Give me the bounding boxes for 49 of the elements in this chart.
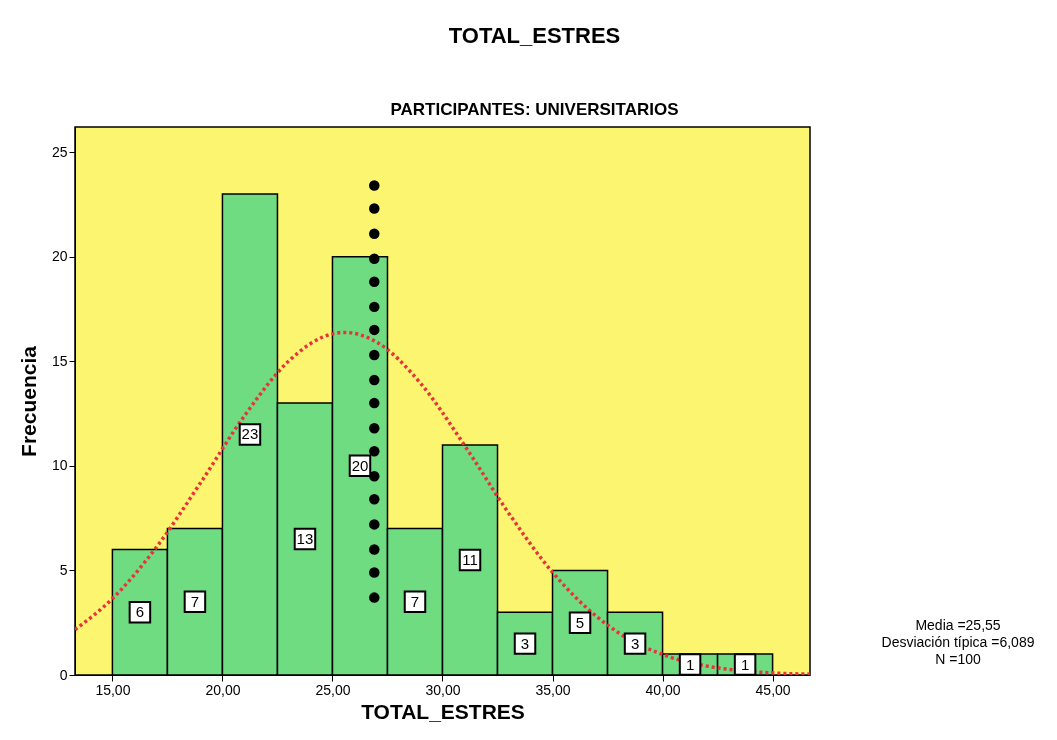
data-label: 11 [462,550,478,568]
y-tick-label: 20 [51,248,68,265]
x-tick-label: 30,00 [425,681,461,698]
y-tick-label: 10 [51,457,68,474]
point [369,324,380,336]
point [369,349,380,361]
point [369,494,380,505]
data-label: 1 [740,655,750,673]
chart-subtitle: PARTICIPANTES: UNIVERSITARIOS [390,100,679,119]
point [369,519,380,530]
data-label: 7 [190,592,200,610]
data-label: 13 [296,530,314,548]
point [369,397,380,409]
chart-title: TOTAL_ESTRES [448,23,621,48]
point [369,374,380,386]
text: Media =25,55 [915,617,1001,633]
point [369,544,380,555]
data-label: 20 [351,456,369,474]
point [369,301,380,313]
point [369,445,380,457]
data-label: 3 [520,634,530,652]
point [369,203,380,214]
data-label: 1 [685,655,695,673]
x-tick-label: 40,00 [645,681,681,698]
y-tick-label: 0 [59,666,68,683]
data-label: 23 [241,425,259,443]
point [369,228,380,239]
data-label: 3 [630,634,640,652]
x-tick-label: 15,00 [95,681,131,698]
x-axis-title: TOTAL_ESTRES [361,699,525,723]
point [369,567,380,578]
x-tick-label: 45,00 [755,681,791,698]
y-tick-label: 15 [51,352,68,369]
x-tick-label: 20,00 [205,681,241,698]
y-axis-title: Frecuencia [16,345,40,457]
point [369,592,380,603]
x-tick-label: 35,00 [535,681,571,698]
y-tick-label: 5 [59,561,68,578]
data-label: 7 [410,592,420,610]
text: Desviación típica =6,089 [881,634,1035,650]
y-tick-label: 25 [51,143,68,160]
data-label: 6 [135,603,145,621]
point [369,253,380,264]
point [369,276,380,288]
point [369,422,380,434]
text: N =100 [935,651,981,667]
point [369,180,380,191]
x-tick-label: 25,00 [315,681,351,698]
data-label: 5 [575,613,585,631]
